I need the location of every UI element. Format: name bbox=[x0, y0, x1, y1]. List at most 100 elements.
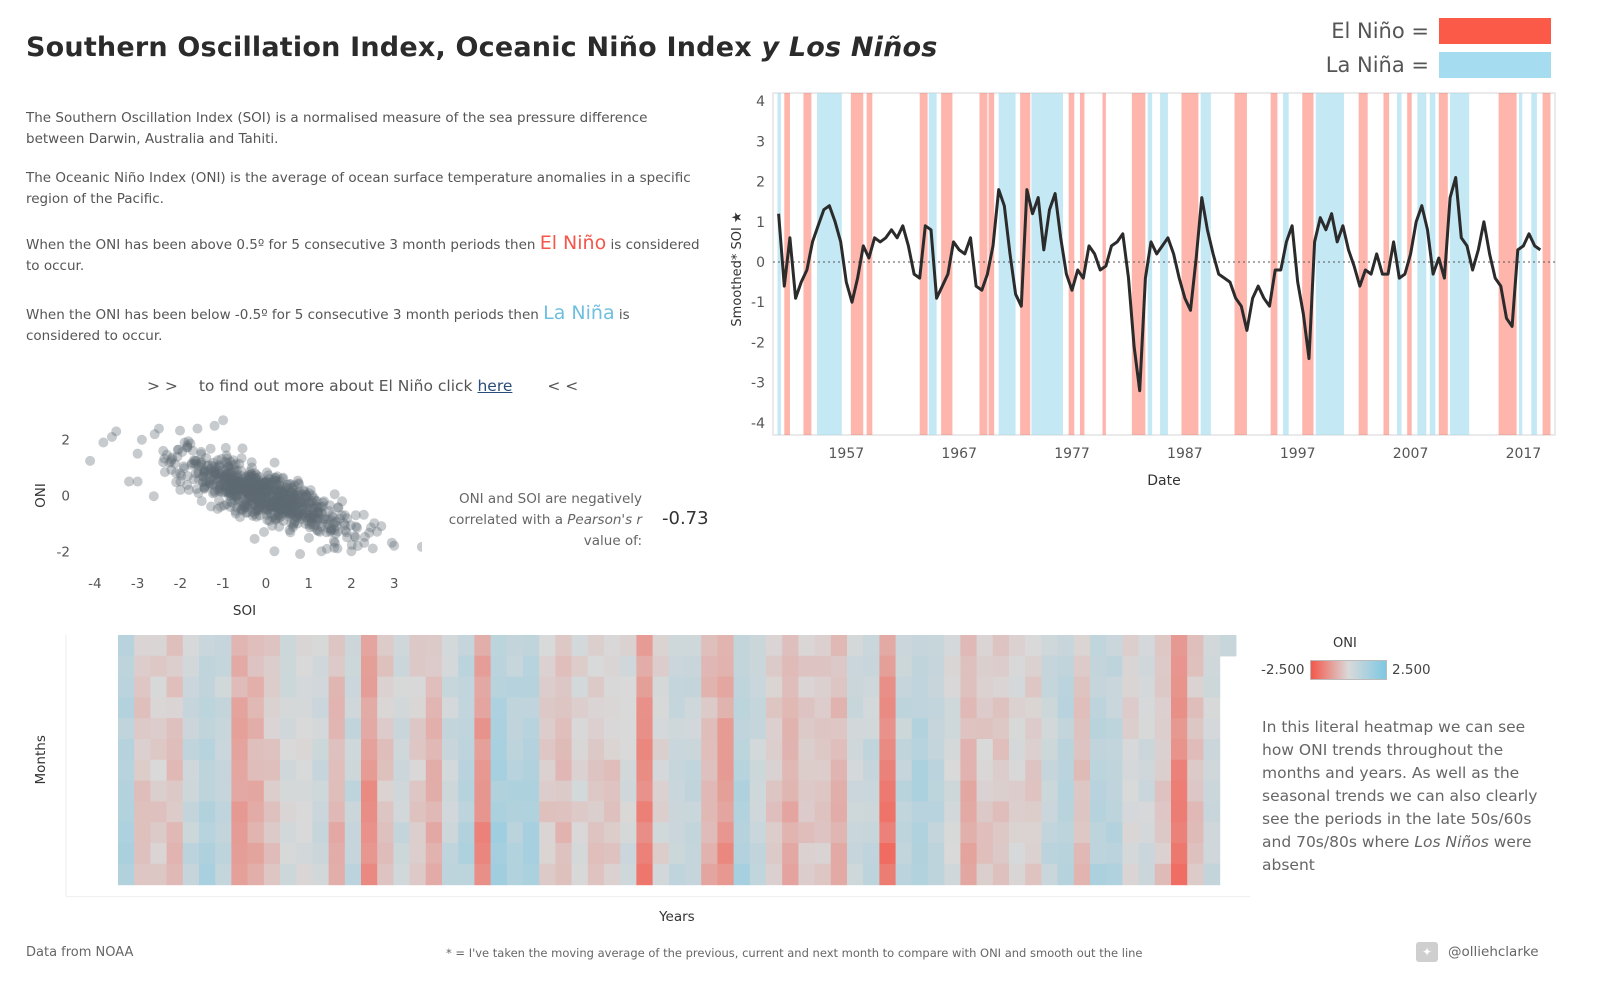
scatter-point bbox=[242, 471, 253, 482]
scatter-point bbox=[278, 472, 289, 483]
scatter-point bbox=[254, 477, 265, 488]
heatmap-cell bbox=[782, 676, 799, 698]
scatter-point bbox=[200, 481, 211, 491]
heatmap-cell bbox=[879, 739, 897, 761]
scatter-point bbox=[268, 474, 279, 485]
scatter-point bbox=[268, 501, 278, 512]
scatter-point bbox=[111, 426, 122, 437]
scatter-point bbox=[220, 457, 231, 467]
heatmap-cell bbox=[604, 655, 621, 678]
scatter-point bbox=[203, 469, 214, 480]
scatter-point bbox=[263, 505, 273, 516]
heatmap-cell bbox=[555, 843, 573, 865]
heatmap-cell bbox=[506, 863, 524, 886]
scatter-point bbox=[243, 471, 254, 482]
scatter-point bbox=[194, 474, 204, 485]
scatter-point bbox=[240, 473, 251, 484]
heatmap-cell bbox=[247, 822, 265, 844]
heatmap-cell bbox=[442, 655, 459, 678]
scatter-point bbox=[231, 465, 242, 476]
scatter-point bbox=[237, 474, 248, 485]
scatter-point bbox=[232, 483, 243, 494]
scatter-point bbox=[277, 473, 288, 484]
scatter-point bbox=[231, 492, 242, 503]
legend-la-nina: La Niña = bbox=[1326, 52, 1551, 78]
heatmap-cell bbox=[911, 697, 929, 719]
heatmap-cell bbox=[166, 635, 184, 657]
heatmap-cell bbox=[928, 759, 945, 782]
heatmap-cell bbox=[733, 843, 751, 865]
heatmap-cell bbox=[361, 863, 378, 886]
heatmap-cell bbox=[911, 822, 929, 844]
scatter-point bbox=[232, 477, 243, 488]
heatmap-cell bbox=[571, 676, 589, 698]
scatter-point bbox=[226, 484, 237, 495]
scatter-point bbox=[287, 507, 298, 518]
scatter-point bbox=[158, 445, 169, 456]
heatmap-cell bbox=[182, 676, 200, 698]
scatter-point bbox=[296, 510, 307, 521]
la-nina-band bbox=[1531, 93, 1537, 435]
la-nina-band bbox=[998, 93, 1016, 435]
scatter-point bbox=[247, 491, 258, 502]
scatter-point bbox=[287, 495, 298, 506]
scatter-point bbox=[242, 487, 252, 498]
scatter-point bbox=[279, 488, 290, 499]
scatter-point bbox=[276, 503, 287, 514]
scatter-point bbox=[223, 475, 233, 485]
scatter-point bbox=[252, 483, 263, 494]
heatmap-cell bbox=[199, 822, 216, 844]
scatter-point bbox=[304, 519, 315, 530]
scatter-point bbox=[192, 423, 203, 434]
scatter-point bbox=[239, 483, 250, 494]
heatmap-cell bbox=[231, 676, 249, 698]
scatter-point bbox=[245, 479, 256, 490]
scatter-point bbox=[372, 526, 383, 537]
scatter-point bbox=[227, 497, 238, 508]
scatter-point bbox=[255, 478, 266, 489]
heatmap-cell bbox=[766, 822, 783, 844]
heatmap-cell bbox=[555, 801, 573, 823]
scatter-point bbox=[270, 473, 281, 483]
heatmap-cell bbox=[620, 863, 637, 886]
scatter-point bbox=[228, 460, 239, 471]
heatmap-cell bbox=[733, 780, 751, 802]
scatter-point bbox=[232, 484, 243, 495]
heatmap-cell bbox=[166, 759, 184, 782]
heatmap-cell bbox=[587, 843, 605, 865]
heatmap-cell bbox=[1073, 697, 1091, 719]
scatter-point bbox=[257, 475, 268, 486]
twitter-handle[interactable]: ✦ @olliehclarke bbox=[1416, 942, 1539, 962]
heatmap-cell bbox=[604, 635, 621, 657]
heatmap-cell bbox=[1090, 635, 1107, 657]
heatmap-cell bbox=[798, 635, 816, 657]
scatter-point bbox=[245, 477, 256, 488]
heatmap-cell bbox=[1057, 697, 1075, 719]
heatmap-cell bbox=[506, 635, 524, 657]
scatter-point bbox=[300, 496, 311, 507]
x-tick-label: 2017 bbox=[1506, 446, 1542, 462]
scatter-point bbox=[326, 524, 337, 535]
heatmap-cell bbox=[263, 863, 281, 886]
scatter-point bbox=[260, 490, 271, 501]
heatmap-cell bbox=[490, 697, 508, 719]
el-nino-info-link[interactable]: here bbox=[477, 377, 513, 395]
scatter-point bbox=[308, 502, 319, 513]
heatmap-cell bbox=[425, 822, 443, 844]
scatter-point bbox=[289, 502, 299, 513]
scatter-point bbox=[244, 493, 255, 504]
heatmap-cell bbox=[1009, 739, 1026, 761]
scatter-point bbox=[274, 521, 285, 532]
la-nina-word: La Niña bbox=[543, 302, 615, 324]
heatmap-cell bbox=[280, 801, 297, 823]
heatmap-cell bbox=[539, 739, 556, 761]
el-nino-band bbox=[1358, 93, 1368, 435]
scatter-point bbox=[272, 494, 282, 505]
heatmap-cell bbox=[1203, 822, 1221, 844]
scatter-point bbox=[319, 496, 329, 507]
scatter-point bbox=[199, 482, 210, 493]
scatter-point bbox=[303, 510, 314, 521]
